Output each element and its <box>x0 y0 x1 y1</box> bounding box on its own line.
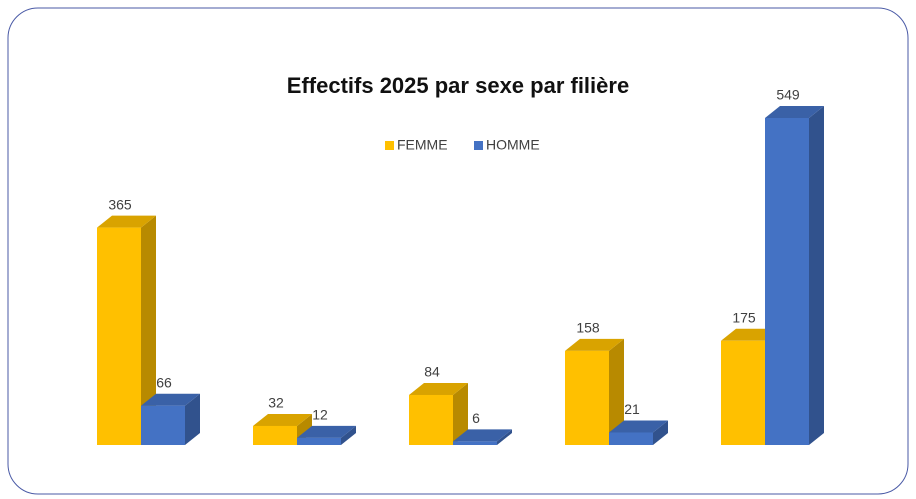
bar-front <box>565 350 609 445</box>
value-label: 21 <box>624 401 640 417</box>
bar-top <box>609 420 668 433</box>
legend-swatch <box>474 141 483 150</box>
bar-side <box>453 382 468 445</box>
bar <box>141 393 200 445</box>
value-label: 66 <box>156 374 172 390</box>
bar-front <box>453 441 497 445</box>
bar-top <box>453 429 512 442</box>
bar-front <box>141 405 185 445</box>
bar-top <box>141 393 200 406</box>
bar-side <box>497 429 512 445</box>
bar-side <box>609 338 624 445</box>
bar-front <box>97 227 141 445</box>
bar-front <box>297 437 341 445</box>
bar-front <box>409 394 453 445</box>
bar <box>565 338 624 445</box>
chart-frame <box>7 7 909 495</box>
bar <box>297 425 356 445</box>
bar-side <box>141 215 156 445</box>
bar-front <box>253 425 297 445</box>
value-label: 12 <box>312 407 328 423</box>
bar-side <box>809 106 824 445</box>
bar <box>765 106 824 445</box>
legend-label: FEMME <box>397 137 448 153</box>
bar-top <box>765 106 824 118</box>
bar-top <box>297 425 356 438</box>
bar-side <box>341 425 356 445</box>
bar-top <box>565 338 624 351</box>
value-label: 84 <box>424 364 440 380</box>
bar-front <box>765 118 809 445</box>
bar-top <box>253 413 312 426</box>
value-label: 158 <box>576 320 600 336</box>
legend-label: HOMME <box>486 137 540 153</box>
value-label: 32 <box>268 395 284 411</box>
bar <box>609 420 668 445</box>
legend-swatch <box>385 141 394 150</box>
value-label: 549 <box>776 87 800 103</box>
bar-top <box>409 382 468 395</box>
bar-top <box>97 215 156 228</box>
value-label: 6 <box>472 410 480 426</box>
bar-side <box>653 420 668 445</box>
bar-side <box>185 393 200 445</box>
chart-title: Effectifs 2025 par sexe par filière <box>287 73 629 98</box>
value-label: 365 <box>108 196 132 212</box>
bar-front <box>609 432 653 445</box>
bar-front <box>721 340 765 445</box>
bar <box>409 382 468 445</box>
bar <box>453 429 512 445</box>
value-label: 175 <box>732 309 756 325</box>
bar <box>97 215 156 445</box>
